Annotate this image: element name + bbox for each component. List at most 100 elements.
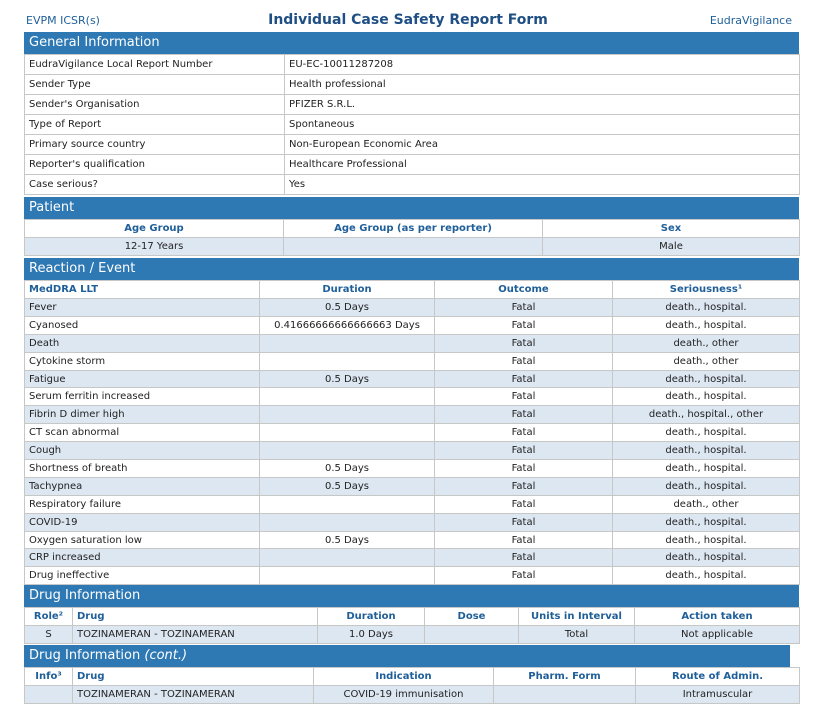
column-header: Action taken (634, 607, 800, 626)
table-cell: Drug ineffective (24, 566, 260, 586)
column-header: Drug (72, 667, 314, 686)
section-general: General Information EudraVigilance Local … (24, 32, 800, 195)
table-cell: 0.5 Days (259, 476, 435, 496)
section-title: Drug Information (cont.) (24, 645, 790, 667)
section-title: Patient (24, 197, 799, 219)
table-cell: EudraVigilance Local Report Number (24, 54, 285, 75)
header-row: MedDRA LLT Duration Outcome Seriousness¹ (24, 280, 800, 299)
table-cell: death., other (612, 351, 800, 371)
section-title-text: Reaction / Event (29, 261, 136, 276)
table-cell: Fatal (434, 566, 613, 586)
table-cell: Fatal (434, 530, 613, 550)
table-row: Type of Report Spontaneous (24, 114, 800, 135)
table-row: Fatigue 0.5 Days Fatal death., hospital. (24, 369, 800, 389)
table: MedDRA LLT Duration Outcome Seriousness¹ Fev… (24, 280, 800, 586)
table-cell: Fatal (434, 351, 613, 371)
table-cell: Spontaneous (284, 114, 800, 135)
header-right: EudraVigilance (709, 14, 792, 27)
table-row: Sender's Organisation PFIZER S.R.L. (24, 94, 800, 115)
table-cell: Fatal (434, 405, 613, 425)
column-header: Indication (313, 667, 494, 686)
table-cell: Fatal (434, 387, 613, 407)
table-cell: Non-European Economic Area (284, 134, 800, 155)
table-cell: Primary source country (24, 134, 285, 155)
table-cell: death., hospital. (612, 530, 800, 550)
table-cell: death., hospital. (612, 315, 800, 335)
table-cell: COVID-19 (24, 512, 260, 532)
table: Info³ Drug Indication Pharm. Form Route of A… (24, 667, 800, 704)
header-row: Age Group Age Group (as per reporter) Sex (24, 219, 800, 238)
table-row: Cytokine storm Fatal death., other (24, 351, 800, 371)
table-cell: Fibrin D dimer high (24, 405, 260, 425)
table-cell: Shortness of breath (24, 459, 260, 478)
table-cell: death., hospital. (612, 566, 800, 586)
table: Age Group Age Group (as per reporter) Sex 1… (24, 219, 800, 256)
section-drug: Drug Information Role² Drug Duration Dose Uni… (24, 585, 800, 644)
header-left: EVPM ICSR(s) (26, 14, 100, 27)
table-cell: death., hospital. (612, 459, 800, 478)
table-cell: Reporter's qualification (24, 154, 285, 175)
table-row: 12-17 Years Male (24, 237, 800, 256)
table-cell: Fatal (434, 369, 613, 389)
table-cell: 1.0 Days (317, 625, 425, 644)
table-cell (259, 405, 435, 425)
table-cell: death., hospital. (612, 476, 800, 496)
table-row: Tachypnea 0.5 Days Fatal death., hospital. (24, 476, 800, 496)
table-cell: Fatal (434, 423, 613, 443)
table-cell: death., hospital. (612, 512, 800, 532)
table-cell: death., hospital. (612, 298, 800, 317)
column-header: Age Group (as per reporter) (283, 219, 543, 238)
table-cell: death., hospital. (612, 369, 800, 389)
table-cell: Case serious? (24, 174, 285, 195)
table-row: EudraVigilance Local Report Number EU-EC-… (24, 54, 800, 75)
table-cell: Respiratory failure (24, 494, 260, 514)
table-cell (259, 441, 435, 461)
column-header: Pharm. Form (493, 667, 636, 686)
header-row: Info³ Drug Indication Pharm. Form Route of A… (24, 667, 800, 686)
table-cell (259, 512, 435, 532)
column-header: Duration (259, 280, 435, 299)
table-cell: Fatal (434, 298, 613, 317)
table-cell: 0.5 Days (259, 298, 435, 317)
table-row: Fibrin D dimer high Fatal death., hospital… (24, 405, 800, 425)
table-cell (259, 333, 435, 353)
table-cell: death., hospital., other (612, 405, 800, 425)
table-row: COVID-19 Fatal death., hospital. (24, 512, 800, 532)
table-cell: TOZINAMERAN - TOZINAMERAN (72, 685, 314, 704)
table-row: CRP increased Fatal death., hospital. (24, 548, 800, 568)
table-cell: death., hospital. (612, 423, 800, 443)
section-reaction: Reaction / Event MedDRA LLT Duration Outcom… (24, 258, 800, 586)
table-cell: Fatigue (24, 369, 260, 389)
table-row: S TOZINAMERAN - TOZINAMERAN 1.0 Days Total N… (24, 625, 800, 644)
column-header: Route of Admin. (635, 667, 800, 686)
column-header: Role² (24, 607, 73, 626)
table-row: Oxygen saturation low 0.5 Days Fatal death.… (24, 530, 800, 550)
table-cell: Sender Type (24, 74, 285, 95)
table-row: Reporter's qualification Healthcare Profe… (24, 154, 800, 175)
table-cell (259, 423, 435, 443)
table-cell: Fatal (434, 476, 613, 496)
table-row: Drug ineffective Fatal death., hospital. (24, 566, 800, 586)
table-cell: Not applicable (634, 625, 800, 644)
table-cell: Healthcare Professional (284, 154, 800, 175)
table-cell: PFIZER S.R.L. (284, 94, 800, 115)
table: Role² Drug Duration Dose Units in Interval Ac… (24, 607, 800, 644)
table-cell: CRP increased (24, 548, 260, 568)
table-cell: TOZINAMERAN - TOZINAMERAN (72, 625, 318, 644)
section-title-text: Patient (29, 200, 75, 215)
table-row: Cyanosed 0.41666666666666663 Days Fatal dea… (24, 315, 800, 335)
table-row: CT scan abnormal Fatal death., hospital. (24, 423, 800, 443)
table-row: Case serious? Yes (24, 174, 800, 195)
header: EVPM ICSR(s) Individual Case Safety Repo… (24, 12, 792, 32)
table-cell: Fatal (434, 333, 613, 353)
table-cell: Intramuscular (635, 685, 800, 704)
table-cell: Fatal (434, 548, 613, 568)
table-cell: Tachypnea (24, 476, 260, 496)
table-cell: death., hospital. (612, 441, 800, 461)
table-cell: COVID-19 immunisation (313, 685, 494, 704)
table-cell: Serum ferritin increased (24, 387, 260, 407)
table-cell: Fatal (434, 441, 613, 461)
table-cell: 0.5 Days (259, 530, 435, 550)
section-title: Reaction / Event (24, 258, 799, 280)
